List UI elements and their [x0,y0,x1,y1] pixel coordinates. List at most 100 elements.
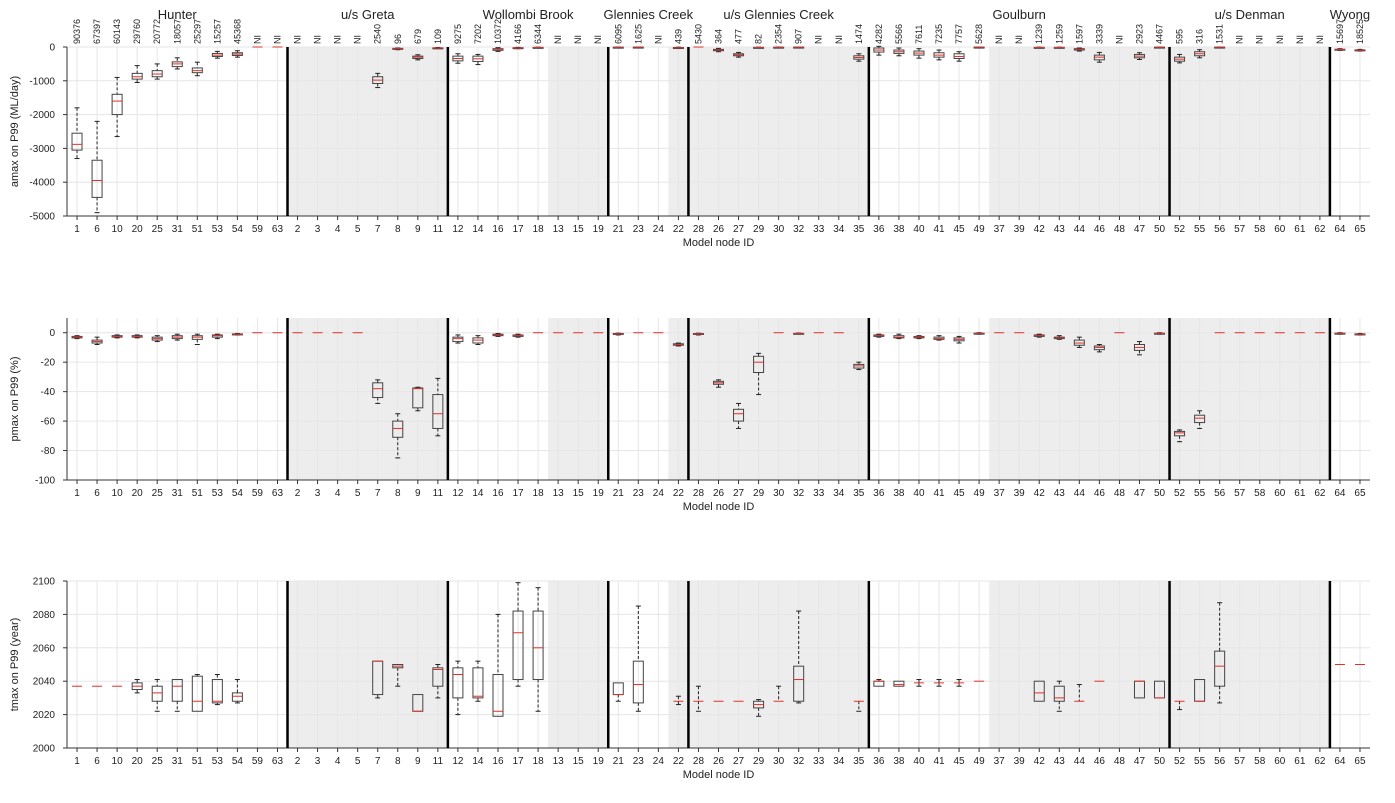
group-title: Glennies Creek [604,7,694,22]
sample-count-label: 25297 [192,19,202,44]
box [733,408,745,422]
sample-count-label: 4467 [1155,24,1165,44]
x-tick-label: 35 [853,224,865,235]
sample-count-label: 67397 [92,19,102,44]
x-tick-label: 39 [1014,488,1026,499]
sample-count-label: 29760 [132,19,142,44]
x-tick-label: 57 [1234,224,1246,235]
box [1053,685,1065,702]
box [753,355,765,373]
x-tick-label: 49 [974,488,986,499]
sample-count-label: 82 [754,34,764,44]
x-tick-label: 3 [315,488,321,499]
sample-count-label: 2540 [373,24,383,44]
x-tick-label: 40 [913,756,925,767]
x-tick-label: 18 [533,756,545,767]
x-tick-label: 47 [1134,224,1146,235]
x-tick-label: 13 [553,488,565,499]
x-tick-label: 22 [673,488,685,499]
x-tick-label: 1 [74,224,80,235]
x-tick-label: 41 [933,224,945,235]
x-tick-label: 50 [1154,488,1166,499]
sample-count-label: 595 [1175,29,1185,44]
y-tick-label: -1000 [29,76,55,87]
x-tick-label: 19 [593,756,605,767]
x-tick-label: 5 [355,488,361,499]
x-tick-label: 54 [232,756,244,767]
x-tick-label: 40 [913,224,925,235]
x-tick-label: 49 [974,224,986,235]
sample-count-label: NI [1014,35,1024,44]
x-tick-label: 45 [953,224,965,235]
x-tick-label: 45 [953,756,965,767]
x-tick-label: 45 [953,488,965,499]
x-tick-label: 2 [295,224,301,235]
x-tick-label: 25 [152,488,164,499]
x-tick-label: 40 [913,488,925,499]
x-tick-label: 4 [335,224,341,235]
box [492,674,504,717]
x-tick-label: 43 [1054,488,1066,499]
box [111,93,123,116]
box [1033,680,1045,702]
x-tick-label: 37 [994,488,1006,499]
x-tick-label: 2 [295,488,301,499]
x-tick-label: 12 [452,756,464,767]
x-tick-label: 54 [232,224,244,235]
x-tick-label: 19 [593,488,605,499]
x-tick-label: 20 [132,224,144,235]
x-tick-label: 34 [833,756,845,767]
x-tick-label: 12 [452,224,464,235]
x-tick-label: 30 [773,756,785,767]
x-tick-label: 21 [613,488,625,499]
group-title: u/s Denman [1215,7,1285,22]
sample-count-label: 907 [794,29,804,44]
x-tick-label: 11 [433,224,444,235]
sample-count-label: 1625 [633,24,643,44]
x-tick-label: 20 [132,488,144,499]
sample-count-label: 1239 [1034,24,1044,44]
box [211,679,223,704]
x-tick-label: 38 [893,756,905,767]
box [171,679,183,702]
sample-count-label: 5566 [894,24,904,44]
x-tick-label: 15 [573,756,585,767]
box [472,667,484,699]
box [412,387,424,409]
y-tick-label: -60 [41,417,56,428]
x-tick-label: 12 [452,488,464,499]
sample-count-label: 6344 [533,24,543,44]
shaded-region [1169,318,1330,480]
sample-count-label: 7202 [473,24,483,44]
x-tick-label: 51 [192,756,204,767]
sample-count-label: 2923 [1134,24,1144,44]
sample-count-label: NI [573,35,583,44]
sample-count-label: NI [1114,35,1124,44]
x-tick-label: 38 [893,488,905,499]
x-tick-label: 32 [793,488,805,499]
y-tick-label: 2000 [33,744,56,755]
x-tick-label: 13 [553,224,565,235]
sample-count-label: NI [1275,35,1285,44]
x-tick-label: 5 [355,224,361,235]
sample-count-label: NI [553,35,563,44]
x-tick-label: 65 [1354,756,1366,767]
x-tick-label: 37 [994,756,1006,767]
sample-count-label: 96 [393,34,403,44]
group-title: u/s Greta [341,7,395,22]
x-tick-label: 42 [1034,224,1046,235]
sample-count-label: NI [1295,35,1305,44]
x-tick-label: 30 [773,224,785,235]
x-tick-label: 61 [1294,756,1306,767]
y-axis-label: amax on P99 (ML/day) [9,76,21,187]
x-tick-label: 3 [315,224,321,235]
x-tick-label: 42 [1034,488,1046,499]
x-tick-label: 64 [1334,224,1346,235]
x-tick-label: 36 [873,488,885,499]
x-tick-label: 57 [1234,488,1246,499]
x-axis-label: Model node ID [683,237,755,249]
x-tick-label: 29 [753,224,765,235]
y-tick-label: -80 [41,446,56,457]
x-tick-label: 8 [395,488,401,499]
x-tick-label: 54 [232,488,244,499]
